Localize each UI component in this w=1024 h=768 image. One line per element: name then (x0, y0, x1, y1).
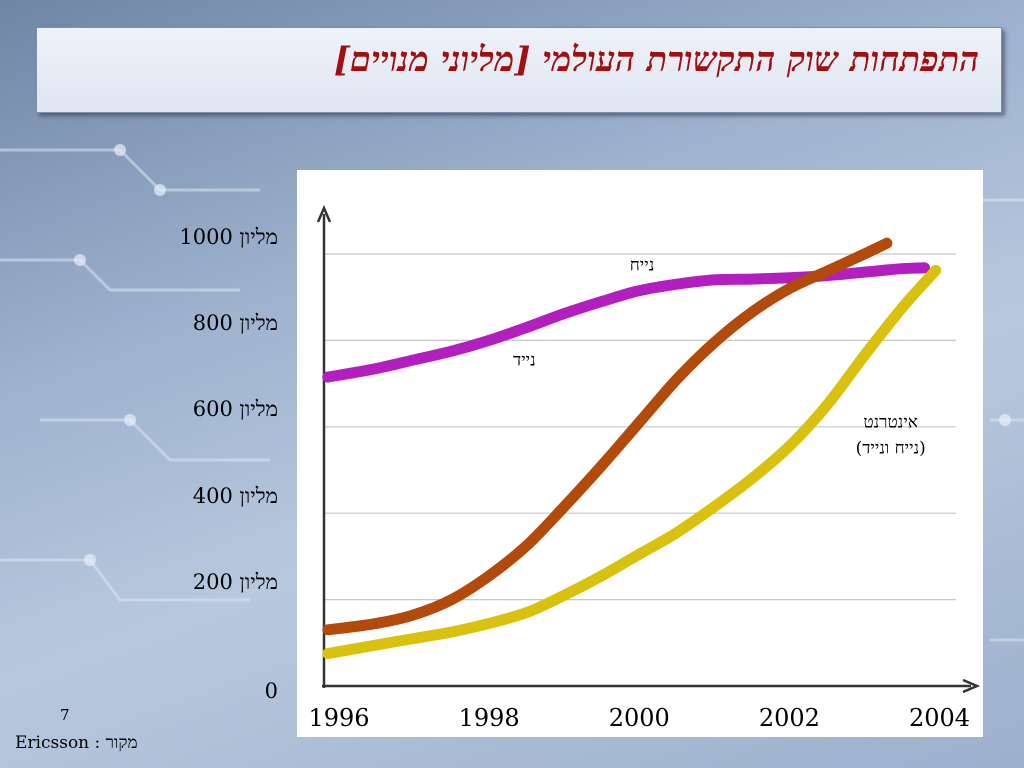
series-line-2 (322, 264, 942, 660)
series-label-0-line-0: נייח (630, 255, 655, 275)
source-note: Ericsson : מקור (15, 733, 138, 753)
y-tick-label-400: 400 מליון (192, 483, 278, 508)
series-label-1-line-0: נייד (513, 350, 536, 370)
y-axis-arrow (316, 204, 332, 223)
x-tick-label-1996: 1996 (308, 704, 369, 732)
x-tick-label-2002: 2002 (759, 704, 820, 732)
y-tick-label-800: 800 מליון (192, 310, 278, 335)
series-line-1 (322, 237, 893, 636)
series-label-2-line-1: (נייח ונייד) (856, 439, 926, 459)
title-bar: התפתחות שוק התקשורת העולמי [מליוני מנויי… (36, 27, 1002, 113)
series-line-0 (322, 262, 930, 383)
page-number: 7 (60, 706, 70, 724)
slide-title: התפתחות שוק התקשורת העולמי [מליוני מנויי… (333, 40, 979, 80)
chart-panel: נייח נייד אינטרנט (נייח ונייד) 1996 1998 2000 2… (297, 170, 983, 737)
x-axis-arrow (962, 678, 981, 694)
y-tick-label-200: 200 מליון (192, 570, 278, 595)
x-tick-label-2000: 2000 (609, 704, 670, 732)
y-tick-label-1000: 1000 מליון (179, 224, 278, 249)
series-label-2-line-0: אינטרנט (863, 413, 918, 433)
x-tick-label-1998: 1998 (459, 704, 520, 732)
y-tick-label-600: 600 מליון (192, 397, 278, 422)
y-tick-label-0: 0 (264, 679, 278, 703)
line-chart: נייח נייד אינטרנט (נייח ונייד) 1996 1998 2000 2… (308, 204, 981, 732)
x-tick-label-2004: 2004 (909, 704, 970, 732)
